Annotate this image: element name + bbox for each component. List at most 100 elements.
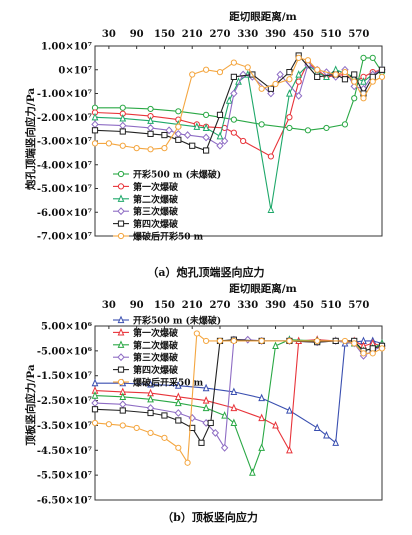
data-point-1 [202,383,210,392]
data-point-6 [133,145,140,152]
legend-marker-3 [117,340,125,348]
data-point-5 [175,136,182,143]
data-point-3 [267,205,275,213]
data-point-3 [202,403,210,412]
data-point-5 [147,130,154,137]
data-point-3 [249,468,256,476]
legend-marker-1 [117,315,125,324]
data-point-3 [174,398,182,407]
chart-b-ylabel: 顶板竖向应力/Pa [24,364,37,445]
data-point-6 [202,66,210,73]
x-tick-label: 270 [210,29,231,40]
data-point-3 [258,443,266,451]
data-point-3 [230,418,238,427]
data-point-1 [202,111,210,118]
data-point-1 [351,95,358,102]
data-point-3 [91,112,99,121]
data-point-2 [230,129,237,136]
data-point-6 [216,337,224,345]
data-point-5 [161,412,168,419]
data-point-5 [378,66,386,73]
legend-label-6: 爆破后开彩50 m [133,231,204,243]
data-point-2 [147,388,154,397]
x-tick-label: 30 [102,300,116,311]
x-tick-label: 30 [102,29,116,40]
data-point-6 [230,337,237,345]
data-point-1 [341,121,349,128]
data-point-4 [174,129,183,138]
data-point-4 [119,121,127,130]
data-point-3 [119,392,127,400]
data-point-5 [91,127,99,134]
data-point-6 [286,76,293,83]
x-tick-label: 570 [348,300,369,311]
data-point-6 [244,64,251,71]
data-point-3 [202,123,210,132]
data-point-4 [174,409,183,417]
data-point-5 [230,73,237,80]
data-point-1 [286,124,293,132]
data-point-4 [165,126,173,135]
data-point-5 [267,85,275,92]
data-point-5 [119,407,126,414]
data-point-3 [221,411,228,419]
data-point-6 [147,429,154,436]
data-point-1 [369,54,376,61]
data-point-1 [230,387,238,395]
y-tick-label: -7.00×10⁷ [37,232,92,243]
data-point-2 [202,396,210,404]
data-point-1 [332,438,340,446]
data-point-6 [378,345,386,352]
legend-marker-2 [117,327,125,336]
data-point-1 [304,127,312,134]
data-point-5 [147,409,154,417]
data-point-6 [119,422,126,429]
data-point-3 [323,72,330,80]
legend-marker-5 [117,220,125,227]
data-point-4 [267,89,275,98]
y-tick-label: -2.00×10⁷ [37,113,92,124]
data-point-4 [202,133,210,142]
data-point-4 [183,131,192,139]
y-tick-label: -5.00×10⁷ [37,184,92,195]
data-point-5 [216,111,224,118]
data-point-5 [314,73,321,80]
y-tick-label: -6.50×10⁷ [37,496,92,507]
data-point-4 [230,89,238,98]
data-point-6 [314,337,321,345]
legend-marker-4 [117,353,125,362]
data-point-1 [91,378,99,387]
data-point-6 [105,140,112,147]
data-point-6 [147,146,154,153]
legend-label-2: 第一次爆破 [133,181,179,193]
data-point-3 [91,391,99,399]
y-tick-label: 0×10⁷ [58,65,92,76]
data-point-1 [360,54,367,61]
data-point-1 [175,108,182,115]
data-point-1 [174,381,182,389]
x-tick-label: 330 [237,29,258,40]
data-point-6 [304,57,312,64]
data-point-1 [147,105,154,113]
data-point-2 [230,403,238,412]
data-point-6 [91,140,99,147]
y-tick-label: -2.50×10⁷ [37,396,92,407]
legend-label-1: 开彩500 m (未爆破) [133,315,221,327]
y-tick-label: -5.50×10⁷ [37,471,92,482]
data-point-1 [258,121,265,128]
data-point-1 [323,430,330,439]
x-tick-label: 450 [293,29,314,40]
data-point-6 [161,434,168,441]
data-point-3 [360,77,367,85]
y-tick-label: -4.50×10⁷ [37,446,92,457]
x-tick-label: 150 [154,29,175,40]
data-point-6 [133,424,140,432]
x-tick-label: 450 [293,300,314,311]
legend-label-5: 第四次爆破 [133,364,179,376]
data-point-5 [341,76,349,83]
legend-marker-6 [117,378,125,386]
legend-marker-2 [117,183,125,190]
y-tick-label: 5.00×10⁶ [41,322,93,333]
legend-label-3: 第二次爆破 [133,339,179,351]
